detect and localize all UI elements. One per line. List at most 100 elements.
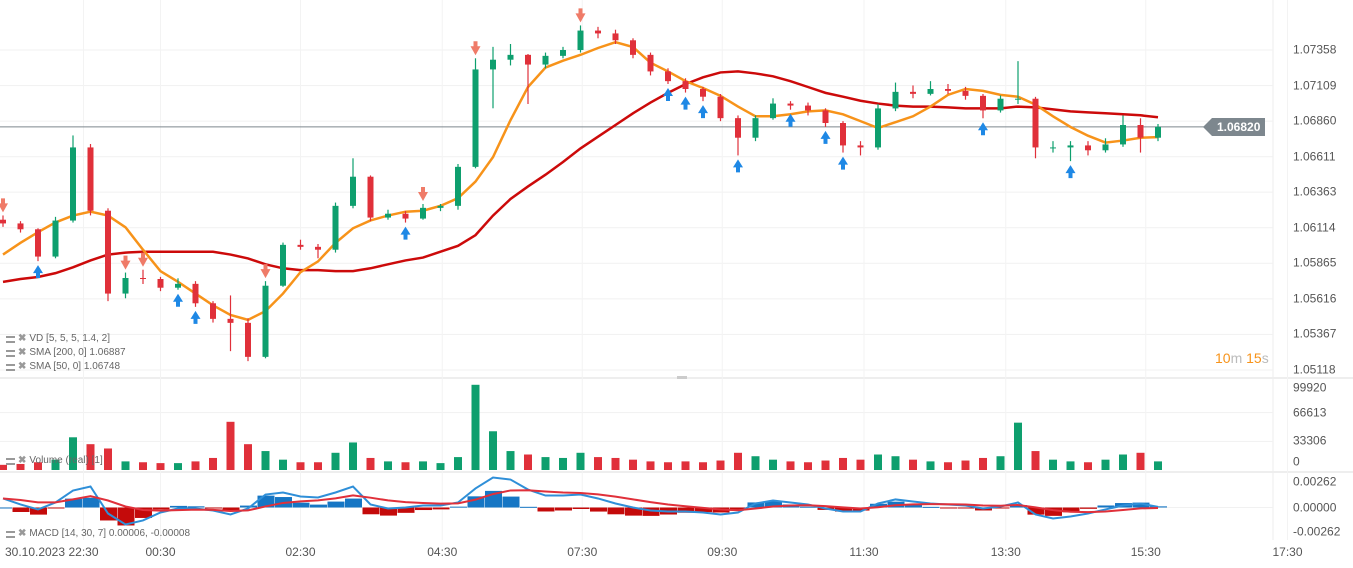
- candle: [647, 52, 654, 76]
- candle-body: [525, 54, 531, 65]
- candle: [822, 108, 829, 127]
- sell-arrow-icon: [120, 255, 131, 270]
- candle-body: [857, 145, 864, 148]
- volume-bar: [506, 451, 515, 470]
- countdown-seconds-unit: s: [1261, 350, 1269, 366]
- candle-body: [437, 205, 444, 208]
- macd-histogram-bar: [695, 507, 712, 513]
- candle-body: [245, 322, 251, 357]
- macd-histogram-bar: [765, 501, 782, 508]
- macd-histogram-bar: [380, 507, 397, 516]
- legend-macd[interactable]: ✖ MACD [14, 30, 7] 0.00006, -0.00008: [6, 528, 190, 540]
- candle: [630, 38, 636, 59]
- candle: [87, 144, 94, 216]
- price-tick-label: 1.06860: [1293, 113, 1337, 128]
- sell-arrow-icon: [138, 252, 148, 267]
- close-icon[interactable]: ✖: [18, 455, 27, 466]
- volume-bar: [1066, 461, 1075, 470]
- candle: [1120, 115, 1126, 147]
- legend-sma50[interactable]: ✖ SMA [50, 0] 1.06748: [6, 361, 120, 373]
- volume-bar: [926, 461, 935, 470]
- candle-body: [875, 108, 881, 148]
- candle-body: [735, 118, 741, 138]
- volume-bar: [419, 461, 427, 470]
- macd-histogram-bar: [257, 495, 275, 508]
- candle-body: [87, 147, 94, 211]
- candle: [385, 209, 391, 220]
- countdown-seconds: 15: [1246, 350, 1262, 366]
- countdown-minutes: 10: [1215, 350, 1231, 366]
- volume-bar: [611, 457, 620, 470]
- candle-body: [297, 244, 304, 247]
- candle: [1137, 118, 1144, 153]
- settings-icon[interactable]: [6, 457, 15, 465]
- settings-icon[interactable]: [6, 530, 15, 538]
- macd-histogram-bar: [590, 507, 607, 512]
- candle-body: [52, 220, 59, 257]
- sell-arrow-icon: [575, 8, 586, 23]
- candle-body: [560, 50, 566, 56]
- candle-body: [700, 89, 706, 97]
- close-icon[interactable]: ✖: [18, 333, 27, 344]
- close-icon[interactable]: ✖: [18, 528, 27, 539]
- volume-bar: [629, 459, 637, 470]
- close-icon[interactable]: ✖: [18, 347, 27, 358]
- volume-bar: [69, 437, 77, 470]
- macd-histogram-bar: [1045, 507, 1062, 516]
- volume-bar: [471, 384, 480, 470]
- candle: [350, 158, 356, 209]
- candle: [735, 115, 741, 156]
- candle-body: [612, 33, 619, 41]
- candle: [420, 204, 426, 220]
- buy-arrow-icon: [173, 293, 183, 307]
- candle-body: [280, 244, 286, 286]
- candle: [805, 102, 811, 116]
- candle-body: [472, 69, 479, 167]
- settings-icon[interactable]: [6, 335, 15, 343]
- candle: [857, 141, 864, 156]
- buy-arrow-icon: [680, 96, 691, 110]
- signal-markers: [0, 8, 1076, 324]
- settings-icon[interactable]: [6, 363, 15, 371]
- legend-volume[interactable]: ✖ Volume (real) [1]: [6, 455, 103, 467]
- buy-arrow-icon: [785, 113, 796, 127]
- volume-pane: [0, 384, 1162, 470]
- candle-body: [210, 303, 216, 319]
- buy-arrow-icon: [400, 226, 411, 240]
- moving-averages: [2, 40, 1159, 322]
- candle: [122, 272, 129, 299]
- close-icon[interactable]: ✖: [18, 361, 27, 372]
- candle-body: [822, 110, 829, 123]
- volume-bar: [874, 454, 882, 470]
- candle: [945, 84, 951, 94]
- legend-sma200[interactable]: ✖ SMA [200, 0] 1.06887: [6, 347, 126, 359]
- candle-body: [0, 219, 6, 224]
- candle: [997, 95, 1004, 113]
- volume-bar: [1136, 452, 1145, 470]
- volume-bar: [804, 462, 812, 470]
- volume-bar: [384, 461, 392, 470]
- macd-histogram-bar: [187, 506, 205, 508]
- candle-body: [1085, 145, 1091, 151]
- volume-bar: [34, 462, 42, 470]
- legend-vd[interactable]: ✖ VD [5, 5, 5, 1.4, 2]: [6, 333, 110, 345]
- candle: [157, 276, 164, 292]
- settings-icon[interactable]: [6, 349, 15, 357]
- macd-histogram-bar: [205, 507, 222, 509]
- volume-tick-label: 0: [1293, 454, 1300, 469]
- candle-body: [962, 90, 969, 96]
- date-label: 30.10.2023: [4, 545, 66, 559]
- candle: [315, 244, 321, 259]
- volume-bar: [891, 456, 900, 470]
- candle-body: [630, 40, 636, 55]
- macd-tick-label: -0.00262: [1293, 524, 1341, 539]
- macd-tick-label: 0.00262: [1293, 474, 1337, 489]
- sell-arrow-icon: [418, 187, 428, 201]
- volume-bar: [279, 459, 287, 470]
- volume-bar: [104, 448, 112, 470]
- volume-bar: [121, 461, 130, 470]
- time-tick-label: 22:30: [68, 545, 99, 559]
- macd-histogram-bar: [310, 504, 327, 508]
- candle: [0, 215, 6, 227]
